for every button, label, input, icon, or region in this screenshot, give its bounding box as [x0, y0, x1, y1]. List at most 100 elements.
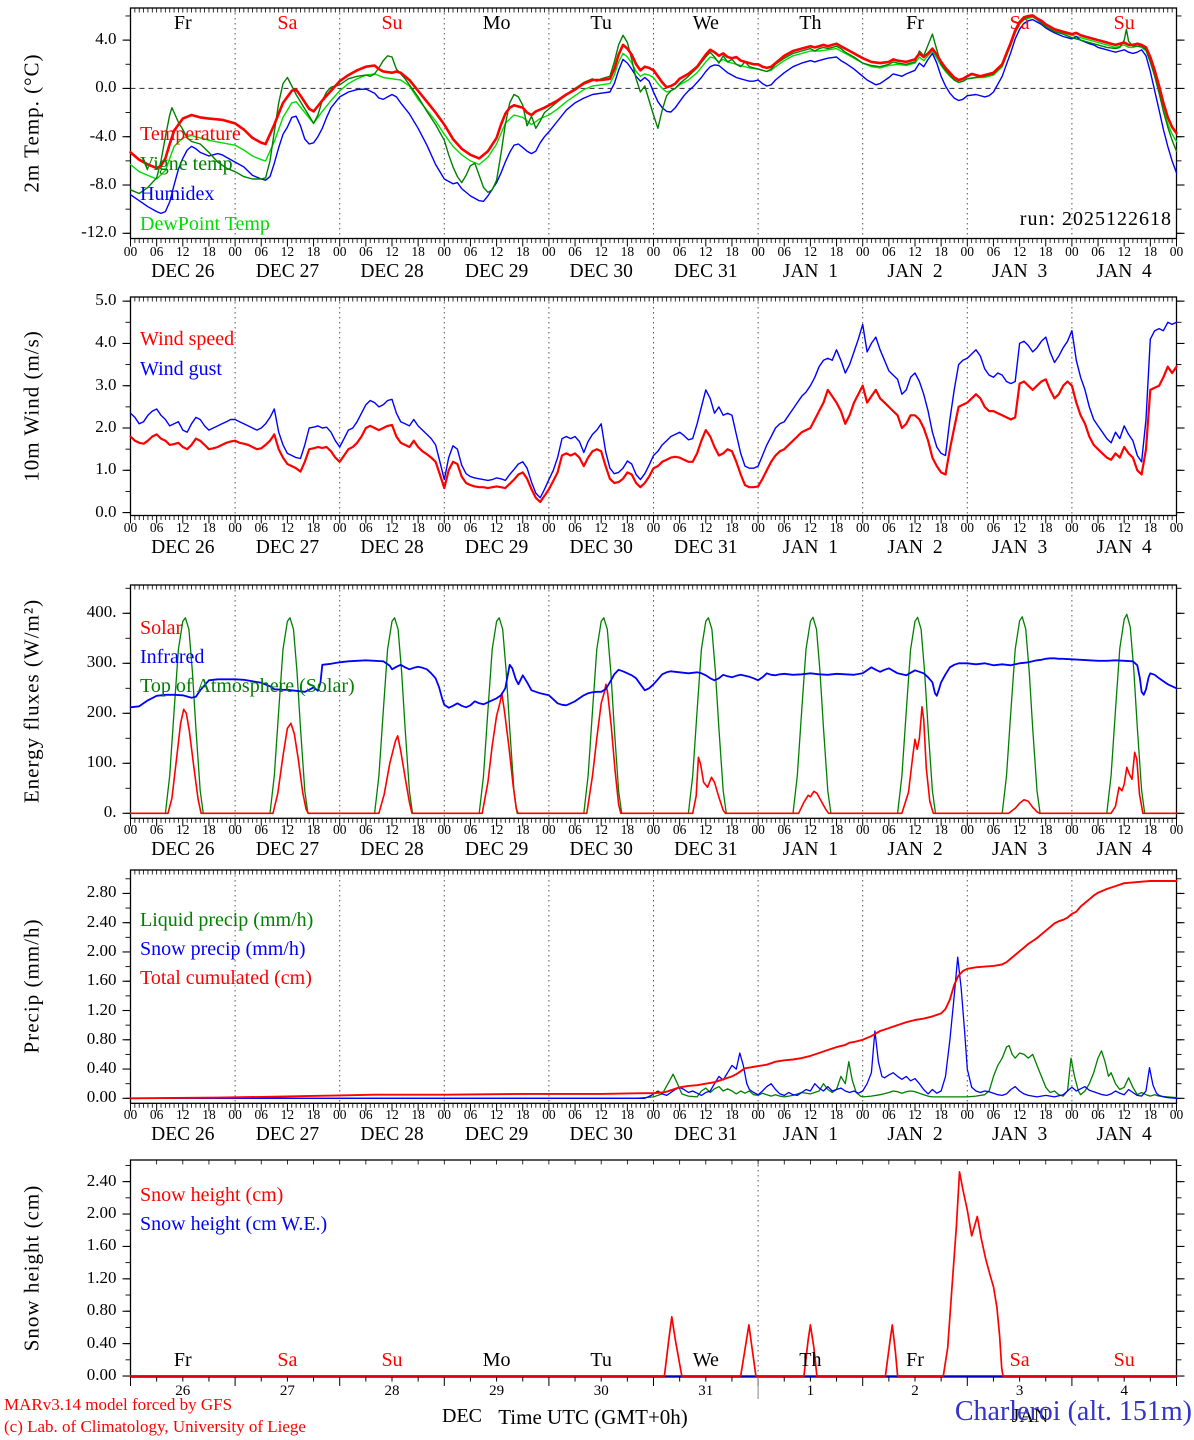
hour-tick-label: 00	[332, 1107, 347, 1122]
hour-tick-label: 18	[829, 520, 844, 535]
hour-tick-label: 06	[882, 520, 896, 535]
hour-tick-label: 12	[385, 822, 399, 837]
hour-tick-label: 00	[1169, 822, 1184, 837]
hour-tick-label: 18	[1039, 520, 1053, 535]
footer-model-credit: MARv3.14 model forced by GFS	[4, 1395, 233, 1414]
legend-liquid-precip-mm-h-: Liquid precip (mm/h)	[140, 909, 314, 931]
hour-tick-label: 06	[359, 1107, 373, 1122]
series-liquid-precip-mm-h-	[129, 1044, 1178, 1099]
day-number-label: 2	[911, 1383, 919, 1399]
series-infrared	[129, 657, 1178, 709]
hour-tick-label: 12	[1117, 822, 1131, 837]
hour-tick-label: 18	[725, 244, 739, 259]
hour-tick-label: 18	[306, 244, 321, 259]
hour-tick-label: 12	[1117, 244, 1131, 259]
series-vigne-temp	[129, 15, 1178, 195]
y-tick-label: 3.0	[95, 374, 117, 394]
hour-tick-label: 00	[751, 822, 765, 837]
hour-tick-label: 12	[803, 822, 818, 837]
hour-tick-label: 12	[280, 244, 295, 259]
hour-tick-label: 18	[411, 1107, 425, 1122]
hour-tick-label: 00	[1169, 520, 1184, 535]
hour-tick-label: 00	[437, 244, 452, 259]
series-temperature	[129, 14, 1178, 170]
y-tick-label: -12.0	[81, 222, 117, 242]
y-axis-title-snow: Snow height (cm)	[19, 1184, 44, 1352]
date-label: DEC 28	[360, 839, 424, 860]
legend-dewpoint-temp: DewPoint Temp	[140, 213, 270, 235]
hour-tick-label: 12	[594, 520, 608, 535]
hour-tick-label: 00	[437, 1107, 452, 1122]
series-wind-speed	[129, 365, 1178, 504]
run-timestamp-label: run: 2025122618	[1019, 208, 1172, 230]
date-label: JAN 3	[991, 261, 1048, 282]
day-number-label: 3	[1015, 1383, 1024, 1399]
hour-tick-label: 12	[699, 1107, 713, 1122]
hour-tick-label: 12	[489, 520, 504, 535]
hour-tick-label: 06	[986, 822, 1001, 837]
date-label: JAN 1	[782, 537, 839, 558]
station-label: Charleroi (alt. 151m)	[954, 1396, 1192, 1427]
hour-tick-label: 00	[123, 1107, 138, 1122]
hour-tick-label: 18	[620, 1107, 635, 1122]
hour-tick-label: 06	[254, 1107, 269, 1122]
hour-tick-label: 06	[1091, 244, 1105, 259]
hour-tick-label: 12	[594, 244, 608, 259]
hour-tick-label: 00	[332, 822, 347, 837]
hour-tick-label: 00	[1065, 1107, 1079, 1122]
month-label-dec: DEC	[442, 1405, 482, 1427]
hour-tick-label: 12	[385, 520, 399, 535]
panel-frame	[129, 296, 1178, 517]
legend-snow-precip-mm-h-: Snow precip (mm/h)	[140, 938, 306, 960]
hour-tick-label: 18	[306, 520, 321, 535]
y-tick-label: 1.20	[86, 999, 117, 1019]
hour-tick-label: 00	[1169, 1107, 1184, 1122]
hour-tick-label: 06	[463, 244, 478, 259]
date-label: DEC 27	[255, 839, 320, 860]
hour-tick-label: 18	[829, 244, 844, 259]
hour-tick-label: 12	[908, 822, 922, 837]
day-name-label: Su	[1113, 1349, 1135, 1371]
hour-tick-label: 00	[855, 1107, 870, 1122]
date-label: JAN 2	[887, 839, 943, 860]
hour-tick-label: 18	[725, 822, 739, 837]
hour-tick-label: 00	[332, 520, 347, 535]
hour-tick-label: 18	[202, 520, 216, 535]
legend-snow-height-cm-w-e-: Snow height (cm W.E.)	[140, 1213, 328, 1235]
hour-tick-label: 18	[934, 244, 948, 259]
series-wind-gust	[129, 321, 1178, 499]
hour-tick-label: 18	[620, 520, 635, 535]
y-axis-title-energy: Energy fluxes (W/m²)	[19, 598, 44, 804]
hour-tick-label: 00	[751, 520, 765, 535]
hour-tick-label: 00	[1065, 520, 1079, 535]
hour-tick-label: 00	[855, 520, 870, 535]
day-number-label: 29	[489, 1383, 505, 1399]
hour-tick-label: 06	[568, 520, 582, 535]
hour-tick-label: 12	[489, 244, 504, 259]
hour-tick-label: 00	[542, 1107, 556, 1122]
hour-tick-label: 12	[280, 822, 295, 837]
date-label: DEC 27	[255, 1124, 320, 1145]
hour-tick-label: 00	[1065, 244, 1079, 259]
legend-wind-speed: Wind speed	[140, 328, 235, 350]
date-label: JAN 2	[887, 1124, 943, 1145]
y-tick-label: -4.0	[89, 125, 117, 145]
hour-tick-label: 18	[202, 822, 216, 837]
hour-tick-label: 06	[149, 244, 164, 259]
hour-tick-label: 00	[332, 244, 347, 259]
y-tick-label: 0.40	[86, 1058, 117, 1078]
hour-tick-label: 12	[385, 244, 399, 259]
y-tick-label: 200.	[86, 702, 117, 722]
panel-frame	[129, 869, 1178, 1104]
hour-tick-label: 12	[176, 520, 190, 535]
date-label: DEC 30	[569, 261, 633, 282]
hour-tick-label: 06	[986, 244, 1001, 259]
hour-tick-label: 06	[254, 520, 269, 535]
hour-tick-label: 12	[908, 244, 922, 259]
day-number-label: 31	[698, 1383, 714, 1399]
hour-tick-label: 18	[411, 520, 425, 535]
date-label: JAN 1	[782, 1124, 839, 1145]
hour-tick-label: 06	[882, 1107, 896, 1122]
day-name-label: Sa	[277, 1349, 298, 1371]
hour-tick-label: 18	[1039, 244, 1053, 259]
